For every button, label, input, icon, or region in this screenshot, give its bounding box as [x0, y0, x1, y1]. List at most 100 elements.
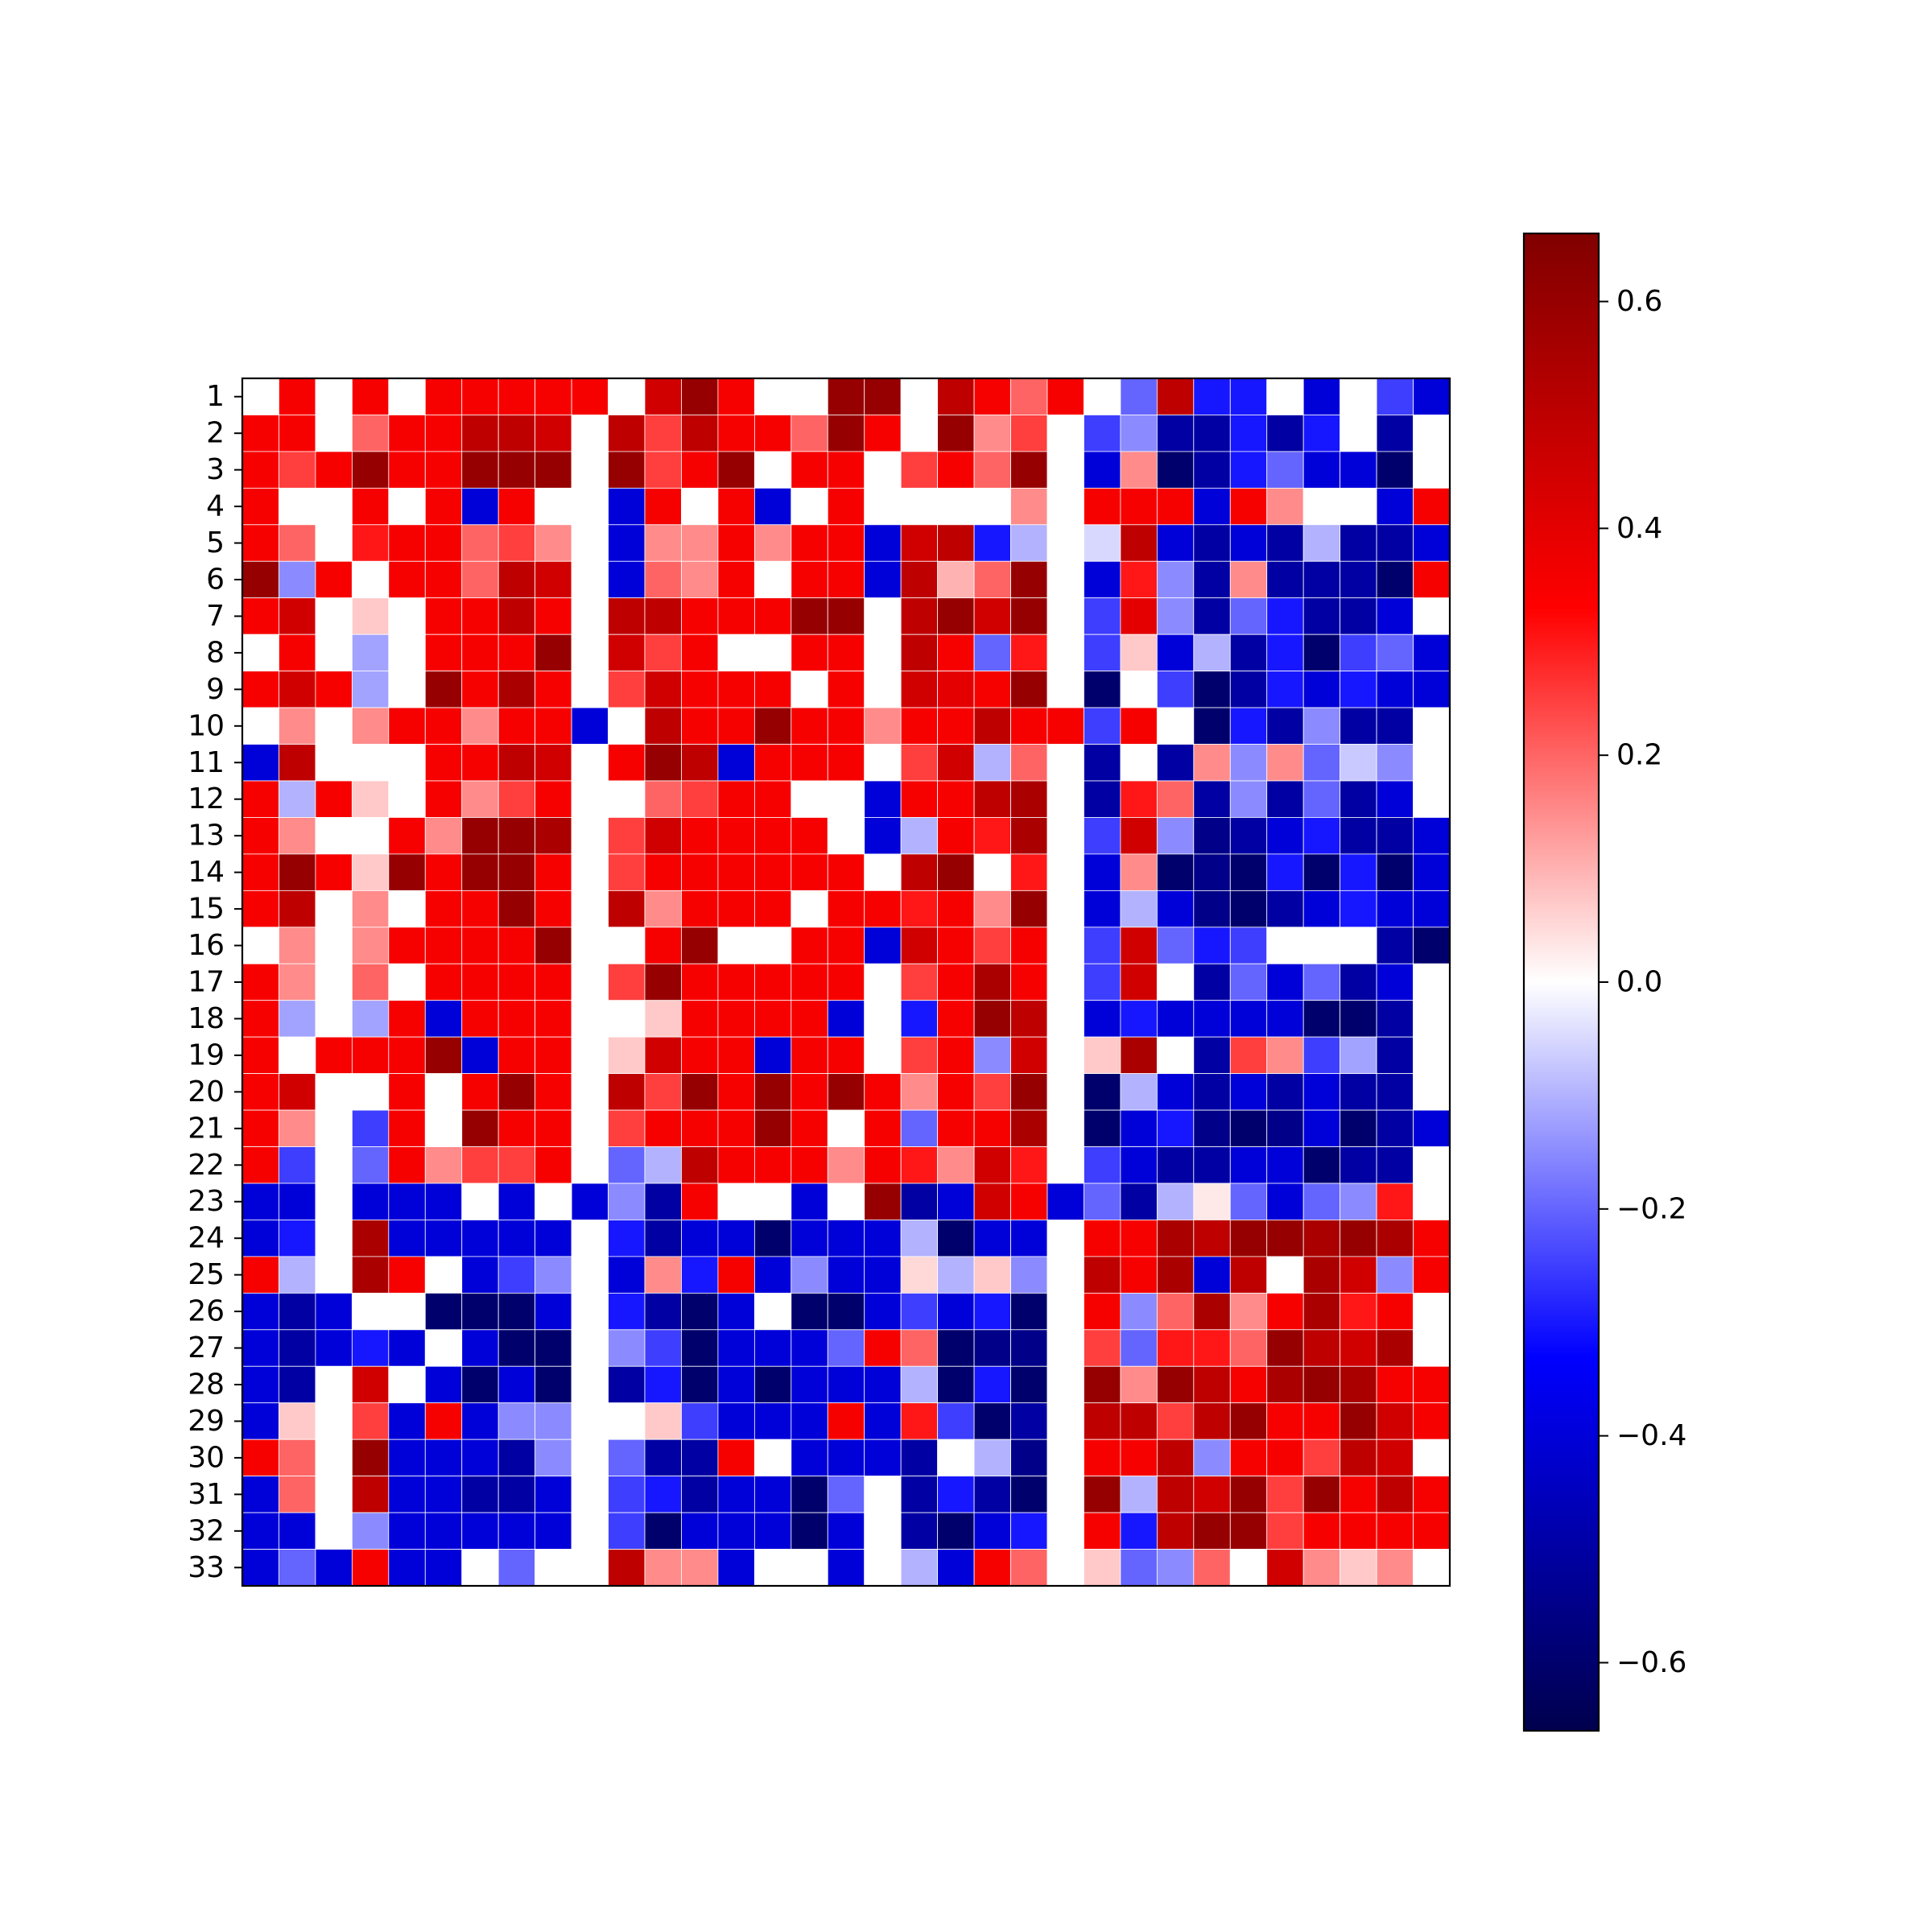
heatmap-cell	[424, 1000, 463, 1038]
heatmap-cell	[937, 671, 975, 708]
heatmap-cell	[279, 597, 316, 635]
heatmap-cell	[1046, 1365, 1084, 1404]
heatmap-cell	[351, 1549, 390, 1587]
heatmap-cell	[864, 524, 902, 562]
heatmap-cell	[827, 707, 865, 745]
heatmap-cell	[461, 780, 499, 818]
heatmap-cell	[535, 1183, 572, 1220]
heatmap-cell	[900, 524, 939, 562]
heatmap-cell	[1120, 1476, 1158, 1513]
y-tick-label: 18	[188, 1002, 225, 1035]
heatmap-cell	[1046, 707, 1084, 745]
heatmap-cell	[1084, 1439, 1121, 1477]
heatmap-cell	[242, 744, 279, 782]
heatmap-cell	[753, 1549, 792, 1587]
heatmap-cell	[1084, 1000, 1121, 1038]
heatmap-cell	[644, 1476, 682, 1513]
heatmap-cell	[1156, 890, 1195, 928]
heatmap-cell	[1229, 1073, 1268, 1111]
heatmap-cell	[351, 1073, 390, 1111]
heatmap-cell	[1046, 1439, 1084, 1477]
heatmap-cell	[791, 524, 828, 562]
heatmap-cell	[900, 890, 939, 928]
heatmap-cell	[242, 1329, 279, 1367]
heatmap-cell	[388, 1292, 426, 1331]
heatmap-cell	[242, 1183, 279, 1220]
heatmap-cell	[608, 927, 646, 964]
heatmap-cell	[864, 817, 902, 855]
heatmap-cell	[497, 1256, 536, 1294]
heatmap-cell	[1156, 1439, 1195, 1477]
heatmap-cell	[497, 1000, 536, 1038]
heatmap-cell	[1046, 1220, 1084, 1257]
heatmap-cell	[937, 853, 975, 891]
heatmap-cell	[937, 1512, 975, 1550]
heatmap-cell	[1376, 1146, 1414, 1184]
heatmap-cell	[791, 780, 828, 818]
heatmap-cell	[937, 524, 975, 562]
heatmap-cell	[1376, 415, 1414, 452]
heatmap-cell	[242, 1549, 279, 1587]
heatmap-cell	[973, 963, 1011, 1001]
heatmap-cell	[827, 1549, 865, 1587]
heatmap-cell	[900, 963, 939, 1001]
heatmap-cell	[535, 1476, 572, 1513]
heatmap-cell	[351, 597, 390, 635]
heatmap-cell	[681, 780, 719, 818]
heatmap-cell	[1046, 1183, 1084, 1220]
heatmap-cell	[242, 1220, 279, 1257]
heatmap-cell	[864, 707, 902, 745]
heatmap-cell	[535, 1000, 572, 1038]
heatmap-cell	[351, 1220, 390, 1257]
heatmap-cell	[1413, 1256, 1451, 1294]
heatmap-cell	[1302, 1292, 1341, 1331]
heatmap-cell	[791, 671, 828, 708]
heatmap-cell	[351, 451, 390, 489]
heatmap-cell	[1010, 487, 1048, 526]
heatmap-cell	[1376, 744, 1414, 782]
heatmap-cell	[315, 1000, 353, 1038]
heatmap-cell	[242, 1146, 279, 1184]
heatmap-cell	[1193, 927, 1231, 964]
heatmap-cell	[535, 451, 572, 489]
heatmap-cell	[644, 1402, 682, 1440]
heatmap-cell	[279, 634, 316, 672]
heatmap-cell	[388, 487, 426, 526]
heatmap-cell	[351, 963, 390, 1001]
heatmap-cell	[1084, 1183, 1121, 1220]
heatmap-cell	[973, 1146, 1011, 1184]
colorbar-tick-label: 0.4	[1616, 512, 1662, 545]
heatmap-cell	[535, 817, 572, 855]
heatmap-cell	[717, 817, 755, 855]
heatmap-cell	[717, 1109, 755, 1147]
heatmap-cell	[242, 707, 279, 745]
heatmap-cell	[1046, 963, 1084, 1001]
heatmap-cell	[279, 1292, 316, 1331]
heatmap-cell	[1010, 1512, 1048, 1550]
heatmap-cell	[351, 780, 390, 818]
heatmap-cell	[1302, 634, 1341, 672]
heatmap-cell	[827, 597, 865, 635]
heatmap-cell	[1084, 524, 1121, 562]
heatmap-cell	[608, 1000, 646, 1038]
heatmap-cell	[753, 817, 792, 855]
heatmap-cell	[1084, 378, 1121, 415]
heatmap-cell	[827, 1402, 865, 1440]
heatmap-cell	[279, 1220, 316, 1257]
y-tick-label: 29	[188, 1405, 225, 1438]
heatmap-cell	[1120, 1402, 1158, 1440]
heatmap-cell	[497, 560, 536, 599]
heatmap-cell	[681, 1476, 719, 1513]
heatmap-cell	[644, 707, 682, 745]
heatmap-cell	[315, 1549, 353, 1587]
heatmap-cell	[571, 927, 609, 964]
heatmap-cell	[791, 415, 828, 452]
heatmap-cell	[1413, 817, 1451, 855]
heatmap-cell	[753, 378, 792, 415]
heatmap-cell	[681, 1549, 719, 1587]
heatmap-cell	[681, 597, 719, 635]
heatmap-cell	[1120, 597, 1158, 635]
heatmap-cell	[1229, 634, 1268, 672]
heatmap-cell	[1010, 963, 1048, 1001]
heatmap-cell	[827, 890, 865, 928]
